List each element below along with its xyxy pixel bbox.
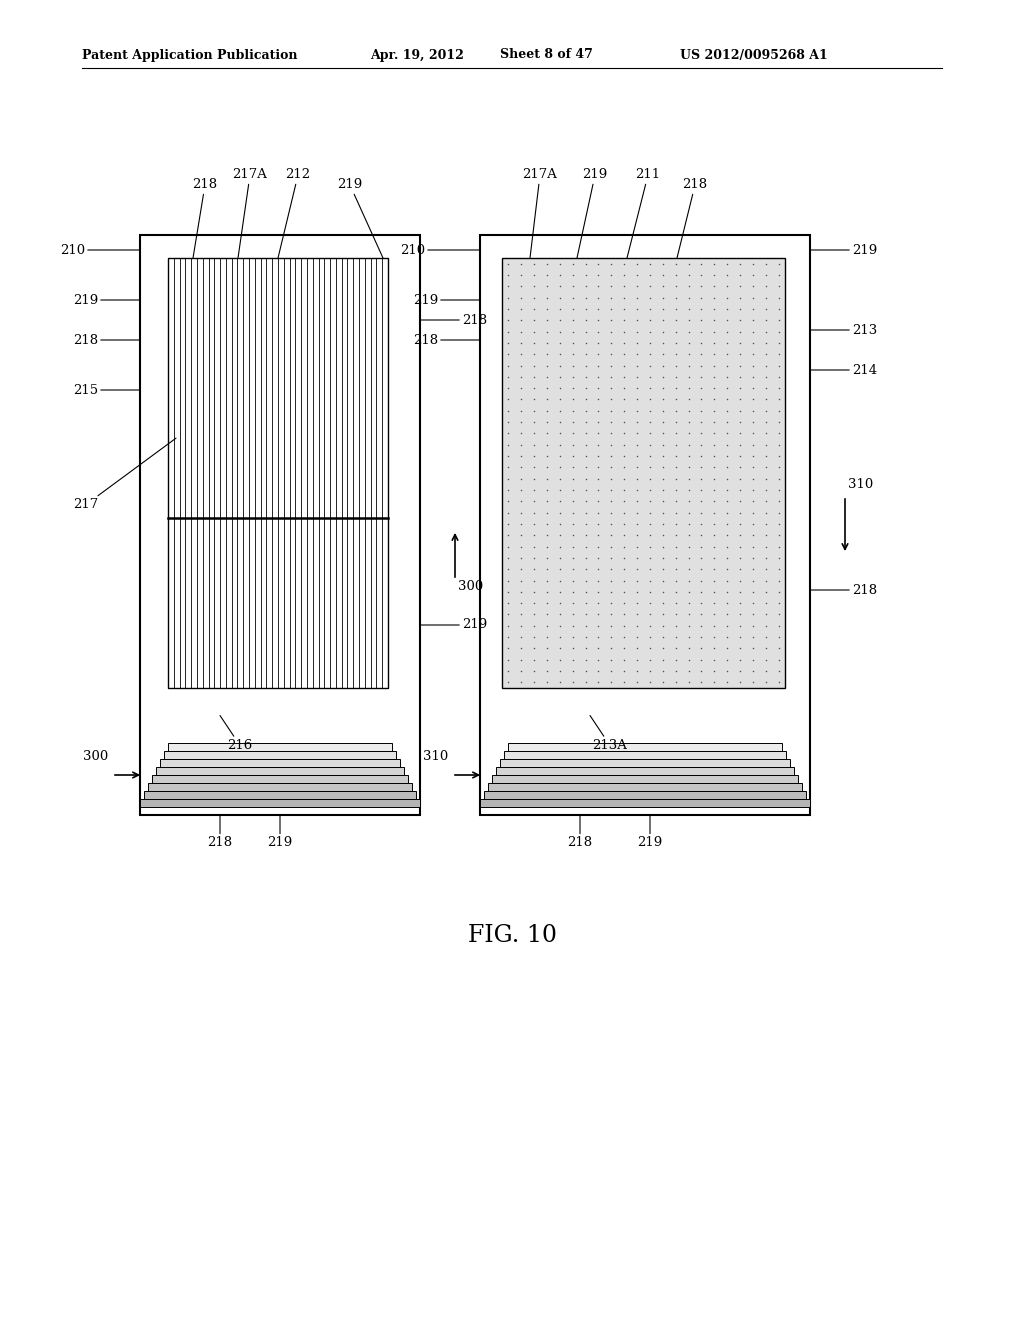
Bar: [480, 235, 810, 814]
Bar: [480, 799, 810, 807]
Text: 218: 218: [677, 178, 708, 257]
Bar: [144, 791, 416, 799]
Text: Apr. 19, 2012: Apr. 19, 2012: [370, 49, 464, 62]
Text: 212: 212: [278, 169, 310, 257]
Text: 310: 310: [423, 751, 449, 763]
Text: 210: 210: [400, 243, 480, 256]
Bar: [160, 759, 400, 767]
Text: FIG. 10: FIG. 10: [468, 924, 556, 946]
Bar: [164, 751, 396, 759]
Text: 218: 218: [567, 814, 593, 850]
Text: 219: 219: [413, 293, 480, 306]
Text: 216: 216: [220, 715, 253, 752]
Bar: [168, 257, 388, 688]
Bar: [484, 791, 806, 799]
Text: 219: 219: [420, 619, 487, 631]
Text: 218: 218: [73, 334, 140, 346]
Bar: [508, 743, 782, 751]
Text: 211: 211: [627, 169, 660, 257]
Bar: [496, 767, 794, 775]
Bar: [140, 799, 420, 807]
Bar: [152, 775, 408, 783]
Bar: [140, 235, 420, 814]
Text: 213: 213: [810, 323, 878, 337]
Text: 214: 214: [810, 363, 878, 376]
Text: US 2012/0095268 A1: US 2012/0095268 A1: [680, 49, 827, 62]
Bar: [504, 751, 786, 759]
Text: 218: 218: [810, 583, 878, 597]
Text: 219: 219: [73, 293, 140, 306]
Text: 217A: 217A: [232, 169, 267, 257]
Text: 219: 219: [637, 814, 663, 850]
Bar: [502, 257, 785, 688]
Bar: [488, 783, 802, 791]
Text: 217A: 217A: [522, 169, 557, 257]
Text: 218: 218: [420, 314, 487, 326]
Text: 217: 217: [73, 438, 176, 511]
Text: 219: 219: [577, 169, 607, 257]
Text: 310: 310: [848, 478, 873, 491]
Bar: [148, 783, 412, 791]
Text: 300: 300: [83, 751, 108, 763]
Text: 218: 218: [193, 178, 217, 257]
Text: 215: 215: [73, 384, 140, 396]
Bar: [492, 775, 798, 783]
Text: 219: 219: [337, 178, 383, 257]
Bar: [156, 767, 404, 775]
Text: Sheet 8 of 47: Sheet 8 of 47: [500, 49, 593, 62]
Text: 300: 300: [458, 581, 483, 594]
Text: 218: 218: [208, 814, 232, 850]
Text: 213A: 213A: [590, 715, 628, 752]
Text: 210: 210: [59, 243, 140, 256]
Bar: [500, 759, 790, 767]
Text: 219: 219: [267, 814, 293, 850]
Text: 218: 218: [413, 334, 480, 346]
Text: Patent Application Publication: Patent Application Publication: [82, 49, 298, 62]
Bar: [168, 743, 392, 751]
Text: 219: 219: [810, 243, 878, 256]
